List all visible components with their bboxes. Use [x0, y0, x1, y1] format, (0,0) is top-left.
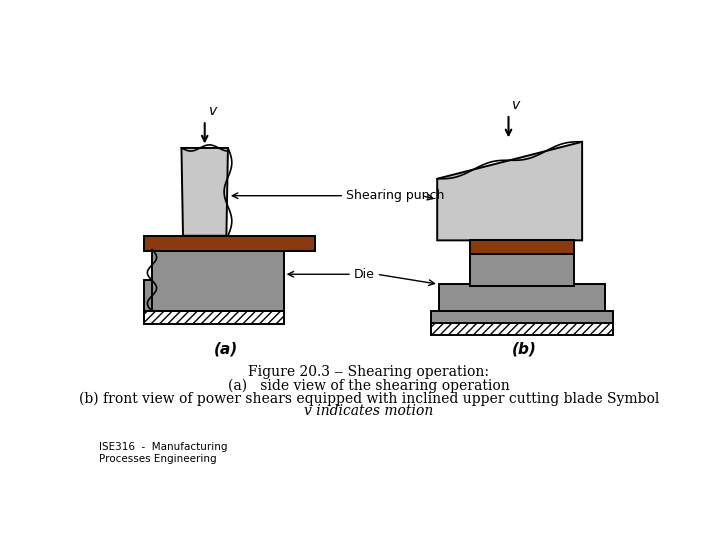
Text: Die: Die [354, 268, 374, 281]
Text: v: v [209, 104, 217, 118]
Bar [152, 249, 284, 311]
Bar [431, 311, 613, 323]
Bar [144, 280, 284, 311]
Bar [144, 311, 284, 323]
Text: ISE316  -  Manufacturing
Processes Engineering: ISE316 - Manufacturing Processes Enginee… [99, 442, 228, 464]
Bar [438, 284, 606, 315]
Bar [431, 323, 613, 335]
Text: Figure 20.3 ‒ Shearing operation:: Figure 20.3 ‒ Shearing operation: [248, 365, 490, 379]
Text: Shearing punch: Shearing punch [346, 189, 444, 202]
Text: (b) front view of power shears equipped with inclined upper cutting blade Symbol: (b) front view of power shears equipped … [78, 392, 660, 406]
Text: v: v [513, 98, 521, 112]
Text: (a)   side view of the shearing operation: (a) side view of the shearing operation [228, 378, 510, 393]
Polygon shape [181, 148, 228, 236]
Text: (a): (a) [214, 342, 238, 357]
Text: v indicates motion: v indicates motion [305, 404, 433, 418]
Polygon shape [437, 142, 582, 240]
Bar [469, 240, 575, 254]
Bar [144, 236, 315, 251]
Text: (b): (b) [512, 342, 536, 357]
Bar [469, 253, 575, 286]
